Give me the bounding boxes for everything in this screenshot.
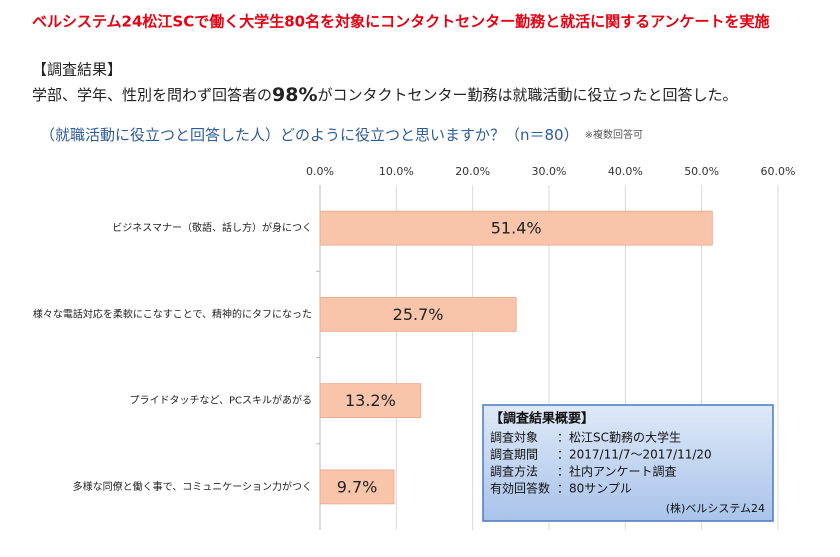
bar <box>319 383 422 419</box>
y-tick-label: 多様な同僚と働く事で、コミュニケーション力がつく <box>73 480 312 493</box>
bar <box>319 296 517 332</box>
value-label: 51.4% <box>491 219 542 238</box>
box-row-label: 調査対象 <box>490 431 538 445</box>
summary: 学部、学年、性別を問わず回答者の98%がコンタクトセンター勤務は就職活動に役立っ… <box>32 84 738 106</box>
box-row-label: 調査期間 <box>490 448 538 462</box>
summary-highlight: 98% <box>272 84 317 106</box>
x-tick-label: 40.0% <box>608 165 643 178</box>
bar <box>319 469 395 505</box>
box-row-value: ：松江SC勤務の大学生 <box>557 430 681 445</box>
section-label: 【調査結果】 <box>32 61 122 79</box>
value-label: 25.7% <box>393 305 444 324</box>
x-tick-label: 20.0% <box>455 165 490 178</box>
box-row-label: 有効回答数 <box>490 481 550 496</box>
summary-text: 学部、学年、性別を問わず回答者の <box>32 86 272 104</box>
value-label: 9.7% <box>337 477 378 496</box>
chart: 0.0% 10.0% 20.0% 30.0% 40.0% 50.0% 60.0% ビジネスマナ… <box>33 165 796 530</box>
value-label: 13.2% <box>345 391 396 410</box>
summary-text: がコンタクトセンター勤務は就職活動に役立ったと回答した。 <box>318 86 738 104</box>
y-tick-label: ビジネスマナー（敬語、話し方）が身につく <box>112 221 312 234</box>
bar <box>319 210 713 246</box>
box-row-value: ：社内アンケート調査 <box>557 464 677 479</box>
box-row-label: 調査方法 <box>490 464 538 479</box>
box-title: 【調査結果概要】 <box>490 411 594 427</box>
x-tick-label: 30.0% <box>532 165 567 178</box>
page-title: ベルシステム24松江SCで働く大学生80名を対象にコンタクトセンター勤務と就活に… <box>32 13 770 31</box>
x-tick-label: 0.0% <box>306 165 334 178</box>
box-row-value: ：80サンプル <box>557 482 632 496</box>
x-tick-label: 50.0% <box>684 165 719 178</box>
x-tick-label: 10.0% <box>379 165 414 178</box>
x-tick-label: 60.0% <box>761 165 796 178</box>
y-tick-label: プライドタッチなど、PCスキルがあがる <box>129 394 312 407</box>
box-row-value: ：2017/11/7～2017/11/20 <box>557 448 712 462</box>
chart-note: ※複数回答可 <box>585 128 643 141</box>
chart-title: （就職活動に役立つと回答した人）どのように役立つと思いますか？（n＝80） ※複数… <box>40 126 643 144</box>
chart-title-text: （就職活動に役立つと回答した人）どのように役立つと思いますか？（n＝80） <box>40 126 579 144</box>
y-tick-label: 様々な電話対応を柔軟にこなすことで、精神的にタフになった <box>33 307 312 320</box>
box-footer: (株)ベルシステム24 <box>666 501 765 515</box>
box-background <box>482 404 774 522</box>
